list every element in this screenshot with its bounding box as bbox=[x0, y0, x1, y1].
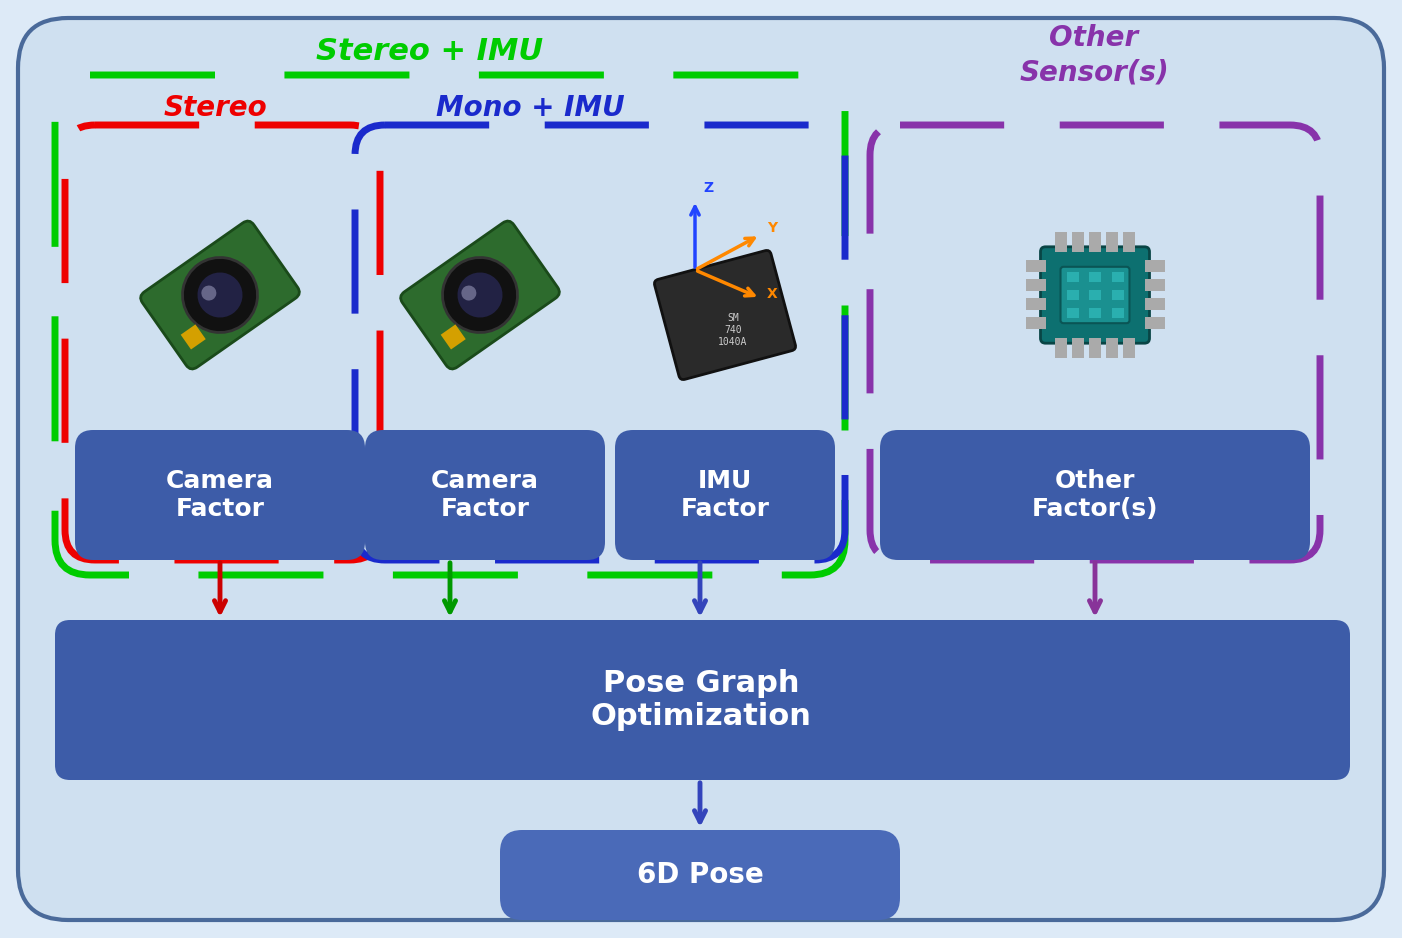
FancyBboxPatch shape bbox=[655, 250, 795, 380]
Text: Z: Z bbox=[702, 181, 714, 195]
Bar bbox=[1089, 290, 1101, 300]
Bar bbox=[1073, 232, 1084, 251]
Bar bbox=[1025, 280, 1046, 291]
Text: Other
Factor(s): Other Factor(s) bbox=[1032, 469, 1158, 521]
Bar bbox=[1067, 308, 1078, 318]
Bar bbox=[1089, 272, 1101, 282]
FancyBboxPatch shape bbox=[615, 430, 836, 560]
Bar bbox=[1106, 232, 1119, 251]
Ellipse shape bbox=[457, 273, 502, 317]
Bar bbox=[1067, 290, 1078, 300]
Ellipse shape bbox=[202, 285, 216, 300]
FancyBboxPatch shape bbox=[365, 430, 606, 560]
Text: Other
Sensor(s): Other Sensor(s) bbox=[1019, 23, 1169, 86]
Bar bbox=[1054, 232, 1067, 251]
FancyBboxPatch shape bbox=[501, 830, 900, 920]
Text: Pose Graph
Optimization: Pose Graph Optimization bbox=[590, 669, 812, 732]
Bar bbox=[1112, 290, 1123, 300]
Text: Mono + IMU: Mono + IMU bbox=[436, 94, 624, 122]
FancyBboxPatch shape bbox=[140, 221, 300, 369]
Text: Camera
Factor: Camera Factor bbox=[165, 469, 273, 521]
Bar bbox=[1144, 317, 1165, 329]
Ellipse shape bbox=[182, 258, 258, 332]
FancyBboxPatch shape bbox=[18, 18, 1384, 920]
Bar bbox=[1067, 272, 1078, 282]
Bar bbox=[1106, 339, 1119, 358]
FancyBboxPatch shape bbox=[55, 620, 1350, 780]
Bar bbox=[1112, 308, 1123, 318]
FancyBboxPatch shape bbox=[401, 221, 559, 369]
Ellipse shape bbox=[461, 285, 477, 300]
Bar bbox=[1112, 272, 1123, 282]
Bar bbox=[440, 325, 465, 350]
Bar bbox=[1089, 232, 1101, 251]
Text: 6D Pose: 6D Pose bbox=[637, 861, 763, 889]
Bar bbox=[1073, 339, 1084, 358]
Text: IMU
Factor: IMU Factor bbox=[680, 469, 770, 521]
Bar bbox=[1144, 298, 1165, 310]
Bar bbox=[1123, 232, 1136, 251]
Bar bbox=[1025, 317, 1046, 329]
Bar bbox=[181, 325, 206, 350]
Bar bbox=[1025, 298, 1046, 310]
Text: Stereo + IMU: Stereo + IMU bbox=[317, 38, 544, 67]
Text: Camera
Factor: Camera Factor bbox=[430, 469, 538, 521]
Bar bbox=[1123, 339, 1136, 358]
Ellipse shape bbox=[443, 258, 517, 332]
Text: Y: Y bbox=[767, 221, 777, 235]
FancyBboxPatch shape bbox=[1060, 266, 1130, 324]
Text: Stereo: Stereo bbox=[163, 94, 266, 122]
Ellipse shape bbox=[198, 273, 243, 317]
FancyBboxPatch shape bbox=[1040, 247, 1150, 343]
Bar bbox=[1054, 339, 1067, 358]
FancyBboxPatch shape bbox=[880, 430, 1309, 560]
Bar bbox=[1025, 260, 1046, 272]
Text: X: X bbox=[767, 287, 778, 301]
FancyBboxPatch shape bbox=[74, 430, 365, 560]
Text: SM
740
1040A: SM 740 1040A bbox=[718, 313, 747, 347]
Bar bbox=[1144, 280, 1165, 291]
Bar bbox=[1089, 339, 1101, 358]
Bar bbox=[1144, 260, 1165, 272]
Bar bbox=[1089, 308, 1101, 318]
